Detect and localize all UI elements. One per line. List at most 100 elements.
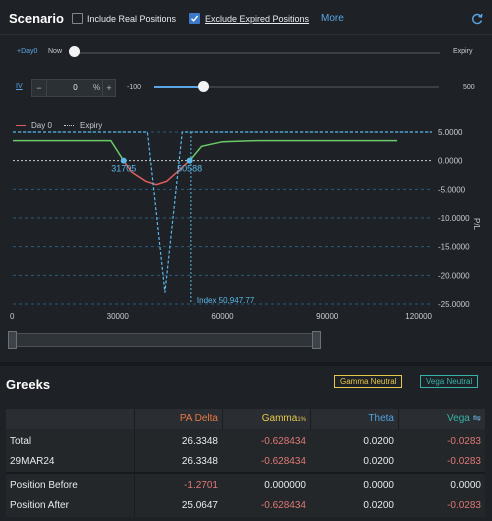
pnl-chart[interactable]: 5.0000 0.0000 -5.0000 -10.0000 -15.0000 -20.0… <box>0 124 492 324</box>
cell-vega: -0.0283 <box>447 436 481 447</box>
cell-pa-delta: 26.3348 <box>181 436 218 447</box>
greeks-table: PA Delta Gamma1% Theta Vega ⇋ Total 26.33… <box>6 409 485 517</box>
legend-day0-label: Day 0 <box>31 121 52 130</box>
y-axis-label: P/L <box>472 218 481 231</box>
exclude-expired-positions-checkbox[interactable] <box>189 13 200 24</box>
header-pa-delta[interactable]: PA Delta <box>179 413 218 424</box>
row-label: Total <box>10 436 32 447</box>
cell-theta: 0.0200 <box>363 436 394 447</box>
row-label: Position Before <box>10 480 78 491</box>
y-tick-label: -20.0000 <box>438 271 470 280</box>
x-tick-label: 30000 <box>107 312 130 321</box>
exclude-expired-positions-label[interactable]: Exclude Expired Positions <box>205 14 310 24</box>
cell-pa-delta: -1.2701 <box>184 480 218 491</box>
header-gamma[interactable]: Gamma1% <box>222 413 306 424</box>
divider <box>310 409 311 429</box>
cell-vega: 0.0000 <box>450 480 481 491</box>
row-label: 29MAR24 <box>10 456 55 467</box>
greeks-panel: Greeks Gamma Neutral Vega Neutral PA Del… <box>0 366 492 521</box>
greeks-title: Greeks <box>6 377 51 392</box>
time-now-label: Now <box>48 48 63 55</box>
series-line-day0-negative <box>123 160 191 186</box>
vega-swap-icon[interactable]: ⇋ <box>472 413 481 424</box>
divider <box>46 80 47 96</box>
divider <box>222 409 223 429</box>
cell-theta: 0.0000 <box>363 480 394 491</box>
legend-day0-swatch <box>16 125 26 126</box>
y-tick-label: -25.0000 <box>438 300 470 309</box>
cell-vega: -0.0283 <box>447 456 481 467</box>
day-toggle[interactable]: +Day0 <box>17 48 38 55</box>
checkmark-icon <box>191 15 199 22</box>
cell-gamma: -0.628434 <box>260 500 306 511</box>
cell-pa-delta: 25.0647 <box>181 500 218 511</box>
iv-stepper[interactable]: − 0 % + <box>31 79 116 97</box>
more-link[interactable]: More <box>321 13 344 24</box>
y-tick-label: 5.0000 <box>438 128 463 137</box>
cell-pa-delta: 26.3348 <box>181 456 218 467</box>
cell-gamma: -0.628434 <box>260 436 306 447</box>
scenario-panel: Scenario Include Real Positions Exclude … <box>0 11 492 349</box>
cell-theta: 0.0200 <box>363 456 394 467</box>
x-tick-label: 0 <box>10 312 15 321</box>
divider <box>398 409 399 429</box>
header-theta[interactable]: Theta <box>368 413 394 424</box>
x-tick-label: 90000 <box>316 312 339 321</box>
scenario-title: Scenario <box>9 11 64 26</box>
legend-expiry-swatch <box>64 125 74 126</box>
header-gamma-label: Gamma <box>261 413 298 424</box>
divider <box>102 80 103 96</box>
iv-slider-fill <box>154 86 202 88</box>
divider <box>6 472 485 474</box>
y-tick-label: 0.0000 <box>438 157 463 166</box>
iv-slider-handle[interactable] <box>198 81 209 92</box>
table-header: PA Delta Gamma1% Theta Vega ⇋ <box>6 409 485 517</box>
index-label: Index 50,947.77 <box>197 296 255 305</box>
include-real-positions-checkbox[interactable] <box>72 13 83 24</box>
breakeven-label: 31705 <box>111 164 136 174</box>
range-handle-left[interactable] <box>8 331 17 349</box>
y-tick-label: -5.0000 <box>438 185 466 194</box>
table-row: Position After 25.0647 -0.628434 0.0200 -0.0… <box>6 496 485 515</box>
range-scrollbar[interactable] <box>8 333 321 347</box>
series-line-day0-positive <box>189 139 398 162</box>
vega-neutral-button[interactable]: Vega Neutral <box>420 375 479 388</box>
iv-minus-button[interactable]: − <box>36 83 42 93</box>
x-tick-label: 120000 <box>405 312 432 321</box>
row-label: Position After <box>10 500 69 511</box>
iv-input[interactable]: 0 <box>73 83 78 92</box>
range-handle-right[interactable] <box>312 331 321 349</box>
x-tick-label: 60000 <box>211 312 234 321</box>
gamma-neutral-button[interactable]: Gamma Neutral <box>334 375 403 388</box>
include-real-positions-label[interactable]: Include Real Positions <box>87 14 177 24</box>
breakeven-label: 50588 <box>177 164 202 174</box>
iv-slider-track[interactable] <box>154 86 439 88</box>
table-row: 29MAR24 26.3348 -0.628434 0.0200 -0.0283 <box>6 452 485 471</box>
iv-plus-button[interactable]: + <box>106 83 112 93</box>
table-row: Position Before -1.2701 0.000000 0.0000 0.00… <box>6 476 485 495</box>
header-gamma-sub: 1% <box>297 417 306 423</box>
cell-vega: -0.0283 <box>447 500 481 511</box>
legend-expiry-label: Expiry <box>80 121 103 130</box>
iv-max-label: 500 <box>463 84 475 91</box>
cell-theta: 0.0200 <box>363 500 394 511</box>
refresh-icon[interactable] <box>470 12 484 26</box>
time-slider-handle[interactable] <box>69 46 80 57</box>
time-slider-track[interactable] <box>70 52 440 54</box>
header-vega-label: Vega <box>447 413 470 424</box>
header-vega[interactable]: Vega ⇋ <box>398 413 481 424</box>
iv-min-label: -100 <box>127 84 142 91</box>
y-tick-label: -15.0000 <box>438 243 470 252</box>
iv-label[interactable]: IV <box>16 83 23 90</box>
divider <box>0 34 492 35</box>
cell-gamma: 0.000000 <box>264 480 306 491</box>
breakeven-marker <box>120 157 127 164</box>
cell-gamma: -0.628434 <box>260 456 306 467</box>
iv-unit: % <box>93 83 101 92</box>
table-row: Total 26.3348 -0.628434 0.0200 -0.0283 <box>6 432 485 451</box>
divider <box>134 409 135 517</box>
breakeven-marker <box>186 157 193 164</box>
time-expiry-label: Expiry <box>453 48 473 55</box>
series-line-expiry <box>13 131 432 293</box>
y-tick-label: -10.0000 <box>438 214 470 223</box>
